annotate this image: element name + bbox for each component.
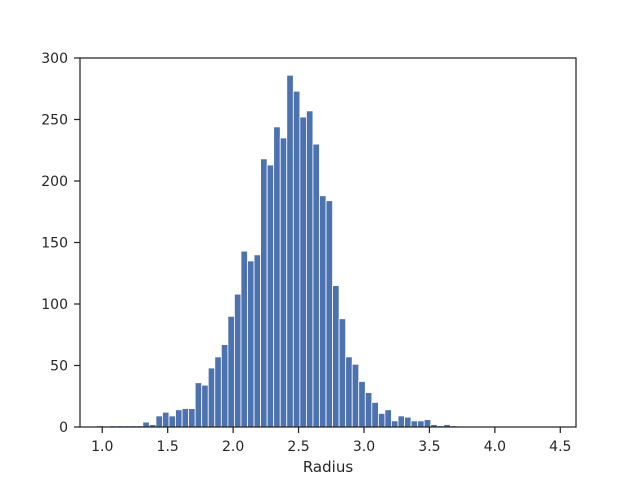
- histogram-bar: [260, 158, 268, 428]
- bars-group: [96, 74, 458, 428]
- y-tick-label: 100: [41, 297, 68, 313]
- histogram-bar: [417, 420, 425, 428]
- histogram-bar: [201, 384, 209, 428]
- y-tick-label: 300: [41, 51, 68, 67]
- histogram-bar: [194, 382, 203, 428]
- histogram-bar: [234, 293, 242, 428]
- histogram-bar: [292, 90, 301, 428]
- histogram-bar: [371, 401, 379, 428]
- histogram-bar: [423, 419, 432, 428]
- histogram-bar: [240, 250, 248, 428]
- histogram-bar: [247, 260, 255, 428]
- histogram-bar: [325, 200, 333, 428]
- x-axis-label: Radius: [303, 458, 353, 476]
- x-tick-label: 1.0: [91, 439, 113, 455]
- histogram-bar: [253, 254, 261, 428]
- histogram-bar: [175, 409, 183, 428]
- histogram-bar: [142, 421, 150, 428]
- histogram-bar: [319, 195, 327, 428]
- histogram-bar: [168, 415, 176, 428]
- histogram-bar: [377, 413, 386, 428]
- histogram-bar: [358, 381, 366, 428]
- histogram-bar: [286, 74, 294, 428]
- histogram-bar: [306, 110, 314, 428]
- x-tick-label: 1.5: [157, 439, 179, 455]
- histogram-bar: [364, 392, 373, 428]
- histogram-bar: [188, 408, 196, 428]
- histogram-bar: [345, 356, 353, 428]
- x-tick-label: 4.5: [549, 439, 571, 455]
- x-tick-label: 2.5: [287, 439, 309, 455]
- histogram-bar: [181, 408, 190, 428]
- histogram-bar: [227, 315, 235, 428]
- y-tick-label: 250: [41, 113, 68, 129]
- histogram-bar: [391, 420, 399, 428]
- x-tick-label: 2.0: [222, 439, 244, 455]
- histogram-bar: [155, 415, 163, 428]
- histogram-bar: [404, 416, 412, 428]
- histogram-bar: [214, 356, 222, 428]
- histogram-bar: [332, 285, 340, 428]
- x-tick-label: 3.5: [418, 439, 440, 455]
- histogram-bar: [384, 409, 392, 428]
- histogram-bar: [410, 420, 419, 428]
- y-tick-label: 150: [41, 236, 68, 252]
- histogram-bar: [220, 344, 229, 428]
- histogram-bar: [266, 164, 275, 428]
- histogram-bar: [299, 116, 307, 428]
- histogram-bar: [273, 126, 281, 428]
- x-tick-label: 3.0: [353, 439, 375, 455]
- histogram-bar: [162, 411, 170, 428]
- histogram-bar: [312, 143, 320, 428]
- histogram-bar: [279, 137, 288, 428]
- histogram-bar: [207, 367, 216, 428]
- y-tick-label: 50: [50, 359, 68, 375]
- histogram-bar: [351, 363, 360, 428]
- y-tick-label: 200: [41, 174, 68, 190]
- x-tick-label: 4.0: [484, 439, 506, 455]
- y-axis-ticks: 0 50 100 150 200 250 300: [41, 51, 80, 436]
- y-tick-label: 0: [59, 420, 68, 436]
- histogram-bar: [397, 415, 405, 428]
- histogram-bar: [338, 318, 347, 428]
- x-axis-ticks: 1.0 1.5 2.0 2.5 3.0 3.5 4.0 4.5: [91, 427, 571, 455]
